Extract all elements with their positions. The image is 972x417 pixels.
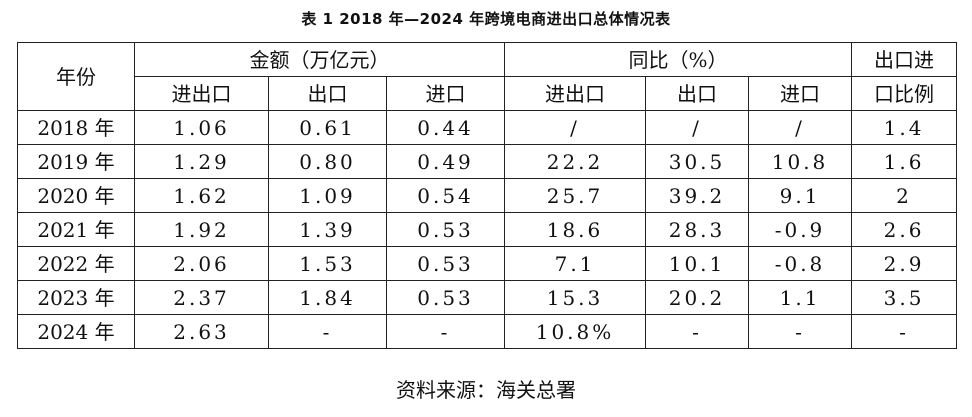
cell-yoy-import: 1.1 bbox=[747, 280, 853, 315]
cell-ratio: - bbox=[851, 314, 958, 349]
cell-yoy-import: -0.9 bbox=[747, 212, 853, 247]
cell-amount-export: 0.61 bbox=[268, 110, 387, 145]
cell-yoy-total: 25.7 bbox=[504, 178, 646, 213]
source-note: 资料来源：海关总署 bbox=[396, 378, 576, 402]
cell-amount-import: 0.54 bbox=[386, 178, 505, 213]
cell-amount-total: 1.29 bbox=[134, 144, 269, 179]
cell-yoy-total: 18.6 bbox=[504, 212, 646, 247]
header-year: 年份 bbox=[17, 42, 135, 111]
cell-amount-total: 2.06 bbox=[134, 246, 269, 281]
cell-yoy-total: 7.1 bbox=[504, 246, 646, 281]
cell-amount-import: 0.53 bbox=[386, 212, 505, 247]
header-amount-group: 金额（万亿元） bbox=[134, 42, 505, 77]
cell-amount-total: 2.63 bbox=[134, 314, 269, 349]
header-ratio-line1: 出口进 bbox=[851, 42, 958, 77]
cell-amount-total: 1.06 bbox=[134, 110, 269, 145]
table-row: 2022 年 2.06 1.53 0.53 7.1 10.1 -0.8 2.9 bbox=[17, 246, 958, 281]
table-row: 2019 年 1.29 0.80 0.49 22.2 30.5 10.8 1.6 bbox=[17, 144, 958, 179]
cell-yoy-total: 15.3 bbox=[504, 280, 646, 315]
cell-year: 2024 年 bbox=[17, 314, 135, 349]
header-yoy-import: 进口 bbox=[747, 76, 853, 111]
cell-year: 2023 年 bbox=[17, 280, 135, 315]
cell-amount-export: - bbox=[268, 314, 387, 349]
cell-yoy-export: 10.1 bbox=[645, 246, 749, 281]
cell-ratio: 3.5 bbox=[851, 280, 958, 315]
cell-amount-export: 1.09 bbox=[268, 178, 387, 213]
cell-amount-import: 0.53 bbox=[386, 246, 505, 281]
cell-yoy-export: / bbox=[645, 110, 749, 145]
table-row: 2020 年 1.62 1.09 0.54 25.7 39.2 9.1 2 bbox=[17, 178, 958, 213]
cell-yoy-import: / bbox=[747, 110, 853, 145]
cell-ratio: 1.4 bbox=[851, 110, 958, 145]
cell-year: 2019 年 bbox=[17, 144, 135, 179]
cell-yoy-import: -0.8 bbox=[747, 246, 853, 281]
table-row: 2023 年 2.37 1.84 0.53 15.3 20.2 1.1 3.5 bbox=[17, 280, 958, 315]
cell-amount-total: 1.92 bbox=[134, 212, 269, 247]
table-row: 2024 年 2.63 - - 10.8% - - - bbox=[17, 314, 958, 349]
cell-yoy-export: 20.2 bbox=[645, 280, 749, 315]
table-row: 2018 年 1.06 0.61 0.44 / / / 1.4 bbox=[17, 110, 958, 145]
cell-yoy-export: - bbox=[645, 314, 749, 349]
cell-yoy-export: 30.5 bbox=[645, 144, 749, 179]
cell-year: 2022 年 bbox=[17, 246, 135, 281]
cell-yoy-import: - bbox=[747, 314, 853, 349]
cross-border-ecommerce-table: 年份 金额（万亿元） 同比（%） 出口进 进出口 出口 进口 进出口 出口 进口… bbox=[17, 42, 958, 349]
cell-ratio: 2 bbox=[851, 178, 958, 213]
cell-ratio: 2.6 bbox=[851, 212, 958, 247]
cell-amount-total: 1.62 bbox=[134, 178, 269, 213]
header-yoy-total: 进出口 bbox=[504, 76, 646, 111]
cell-yoy-export: 28.3 bbox=[645, 212, 749, 247]
cell-ratio: 1.6 bbox=[851, 144, 958, 179]
cell-year: 2021 年 bbox=[17, 212, 135, 247]
cell-amount-import: - bbox=[386, 314, 505, 349]
header-yoy-export: 出口 bbox=[645, 76, 749, 111]
header-yoy-group: 同比（%） bbox=[503, 42, 853, 77]
header-amount-import: 进口 bbox=[386, 76, 505, 111]
header-amount-export: 出口 bbox=[268, 76, 387, 111]
cell-yoy-total: 22.2 bbox=[504, 144, 646, 179]
cell-amount-export: 1.84 bbox=[268, 280, 387, 315]
cell-amount-export: 1.39 bbox=[268, 212, 387, 247]
cell-amount-export: 1.53 bbox=[268, 246, 387, 281]
cell-ratio: 2.9 bbox=[851, 246, 958, 281]
cell-yoy-import: 10.8 bbox=[747, 144, 853, 179]
cell-amount-import: 0.44 bbox=[386, 110, 505, 145]
cell-yoy-export: 39.2 bbox=[645, 178, 749, 213]
cell-amount-total: 2.37 bbox=[134, 280, 269, 315]
cell-year: 2018 年 bbox=[17, 110, 135, 145]
cell-amount-import: 0.53 bbox=[386, 280, 505, 315]
cell-year: 2020 年 bbox=[17, 178, 135, 213]
cell-yoy-total: 10.8% bbox=[504, 314, 646, 349]
cell-amount-import: 0.49 bbox=[386, 144, 505, 179]
header-amount-total: 进出口 bbox=[134, 76, 269, 111]
table-row: 2021 年 1.92 1.39 0.53 18.6 28.3 -0.9 2.6 bbox=[17, 212, 958, 247]
header-ratio-line2: 口比例 bbox=[851, 76, 958, 111]
cell-yoy-import: 9.1 bbox=[747, 178, 853, 213]
table-title: 表 1 2018 年—2024 年跨境电商进出口总体情况表 bbox=[301, 10, 671, 28]
cell-amount-export: 0.80 bbox=[268, 144, 387, 179]
cell-yoy-total: / bbox=[504, 110, 646, 145]
